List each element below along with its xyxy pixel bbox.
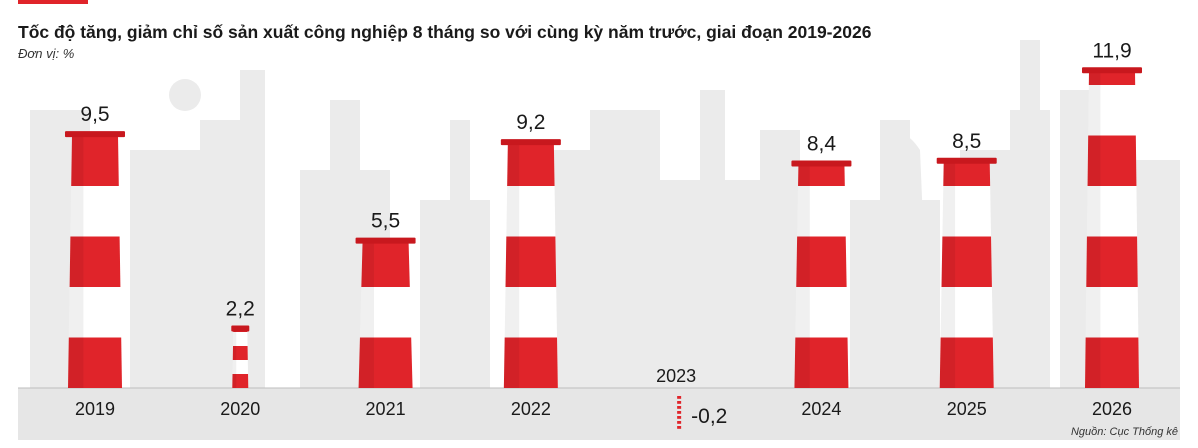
smokestack-rim [500, 139, 561, 146]
smokestack-stripe [503, 236, 558, 287]
smokestack-stripe [358, 337, 413, 388]
smokestack-stripe [794, 164, 849, 186]
smokestack-2022: 9,2 2022 [500, 111, 561, 419]
smokestack-stripe [677, 396, 682, 399]
smokestack-stripe [794, 337, 849, 388]
smokestack-2023: 2023 -0,2 [656, 366, 727, 429]
smokestack-2020: 2,2 2020 [220, 297, 260, 419]
data-label-2019: 9,5 [80, 103, 109, 126]
tick-label-2021: 2021 [366, 399, 406, 419]
tick-label-2019: 2019 [75, 399, 115, 419]
smokestack-stripe [677, 421, 682, 424]
smokestack-2021: 5,5 2021 [355, 210, 416, 419]
smokestack-stripe [939, 337, 994, 388]
smokestack-stripe [677, 411, 682, 414]
tick-label-2022: 2022 [511, 399, 551, 419]
data-label-2021: 5,5 [371, 210, 400, 233]
smokestack-rim [355, 237, 416, 244]
smokestack-rim [1082, 67, 1142, 74]
smokestack-stripe [939, 236, 994, 287]
smokestack-stripe [794, 236, 849, 287]
data-label-2022: 9,2 [516, 111, 545, 134]
background-tank [169, 79, 201, 111]
data-label-2023: -0,2 [691, 405, 727, 428]
smokestack-stripe [677, 416, 682, 419]
smokestack-rim [936, 157, 997, 164]
smokestack-stripe [232, 346, 249, 360]
source-note: Nguồn: Cục Thống kê [1070, 426, 1178, 438]
data-label-2026: 11,9 [1092, 39, 1131, 62]
smokestack-rim [231, 325, 250, 332]
background-building [590, 110, 660, 388]
smokestack-stripe [68, 236, 122, 287]
background-building [700, 90, 725, 388]
smokestack-2025: 8,5 2025 [936, 130, 997, 419]
tick-label-2023: 2023 [656, 366, 696, 386]
smokestack-rim [65, 131, 125, 138]
smokestack-2024: 8,4 2024 [791, 132, 852, 419]
smokestack-stripe [677, 406, 682, 409]
smokestack-stripe [358, 241, 413, 287]
background-building [760, 130, 800, 388]
smokestack-stripe [677, 426, 682, 429]
ground-band [18, 388, 1180, 440]
smokestack-stripe [68, 337, 122, 388]
tick-label-2020: 2020 [220, 399, 260, 419]
tick-label-2025: 2025 [947, 399, 987, 419]
smokestack-2026: 11,9 2026 [1082, 39, 1142, 419]
data-label-2020: 2,2 [226, 297, 255, 320]
background-building [330, 100, 360, 388]
smokestack-stripe [677, 401, 682, 404]
data-label-2024: 8,4 [807, 132, 837, 155]
smokestack-stripe [1085, 236, 1139, 287]
background-factory-silhouette [30, 40, 1180, 388]
smokestack-stripe [1085, 337, 1139, 388]
tick-label-2026: 2026 [1092, 399, 1132, 419]
smokestack-stripe [503, 143, 558, 186]
smokestack-2019: 9,5 2019 [65, 103, 125, 419]
smokestack-stripe [232, 374, 249, 388]
smokestack-stripe [503, 337, 558, 388]
data-label-2025: 8,5 [952, 130, 981, 153]
title-accent-bar [18, 0, 88, 4]
smokestack-stripe [1085, 135, 1139, 186]
tick-label-2024: 2024 [801, 399, 841, 419]
smokestack-stripe [1085, 71, 1139, 85]
background-building [1020, 40, 1040, 388]
smokestack-stripe [68, 135, 122, 186]
background-building [450, 120, 470, 388]
background-cooling-tower [880, 135, 930, 388]
chart-title: Tốc độ tăng, giảm chỉ số sản xuất công n… [18, 22, 872, 42]
unit-label: Đơn vị: % [18, 46, 75, 61]
smokestack-rim [791, 160, 852, 167]
smokestack-stripe [939, 161, 994, 186]
smokestack-body [1085, 71, 1139, 388]
